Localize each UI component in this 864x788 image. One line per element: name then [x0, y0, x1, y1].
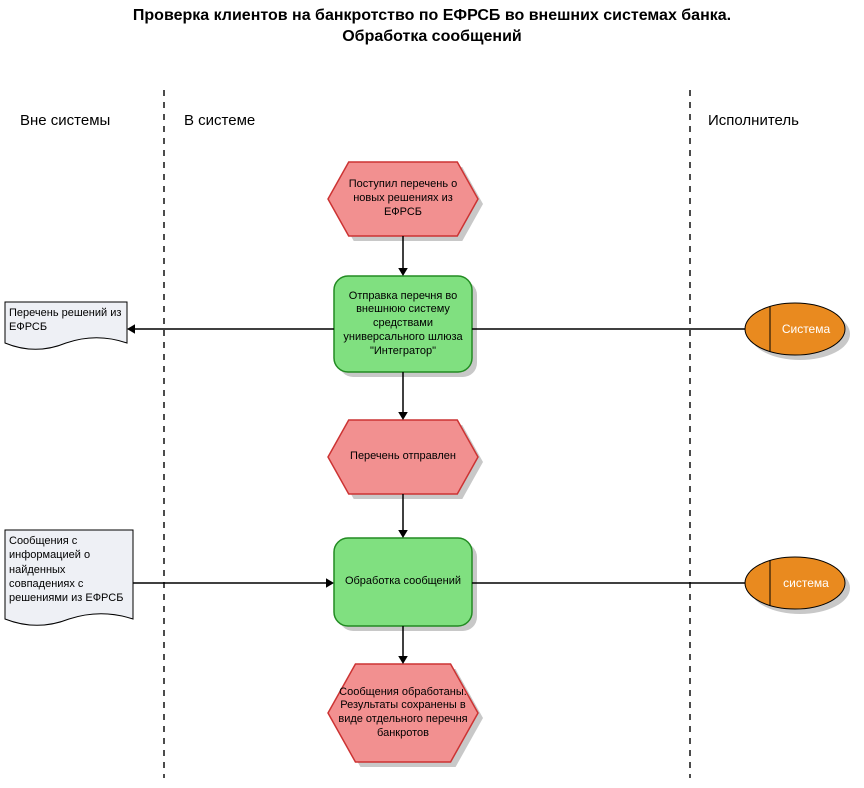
- lane-label-inside: В системе: [184, 112, 255, 129]
- lane-label-outside: Вне системы: [20, 112, 110, 129]
- actor1-text: Система: [745, 303, 856, 355]
- node-proc1-text: Отправка перечня во внешнюю систему сред…: [340, 276, 466, 372]
- node-hex2-text: Перечень отправлен: [334, 420, 472, 494]
- node-proc2-text: Обработка сообщений: [340, 538, 466, 626]
- lanes-label-performer: Исполнитель: [708, 112, 799, 129]
- node-hex1-text: Поступил перечень о новых решениях из ЕФ…: [334, 162, 472, 236]
- title-line2: Обработка сообщений: [342, 28, 522, 45]
- title-line1: Проверка клиентов на банкротство по ЕФРС…: [133, 7, 731, 24]
- page-title: Проверка клиентов на банкротство по ЕФРС…: [0, 6, 864, 48]
- diagram-stage: Проверка клиентов на банкротство по ЕФРС…: [0, 0, 864, 788]
- doc1-text: Перечень решений из ЕФРСБ: [9, 306, 123, 335]
- node-hex3-text: Сообщения обработаны. Результаты сохране…: [334, 664, 472, 762]
- actor2-text: система: [745, 557, 856, 609]
- doc2-text: Сообщения с информацией о найденных совп…: [9, 534, 129, 605]
